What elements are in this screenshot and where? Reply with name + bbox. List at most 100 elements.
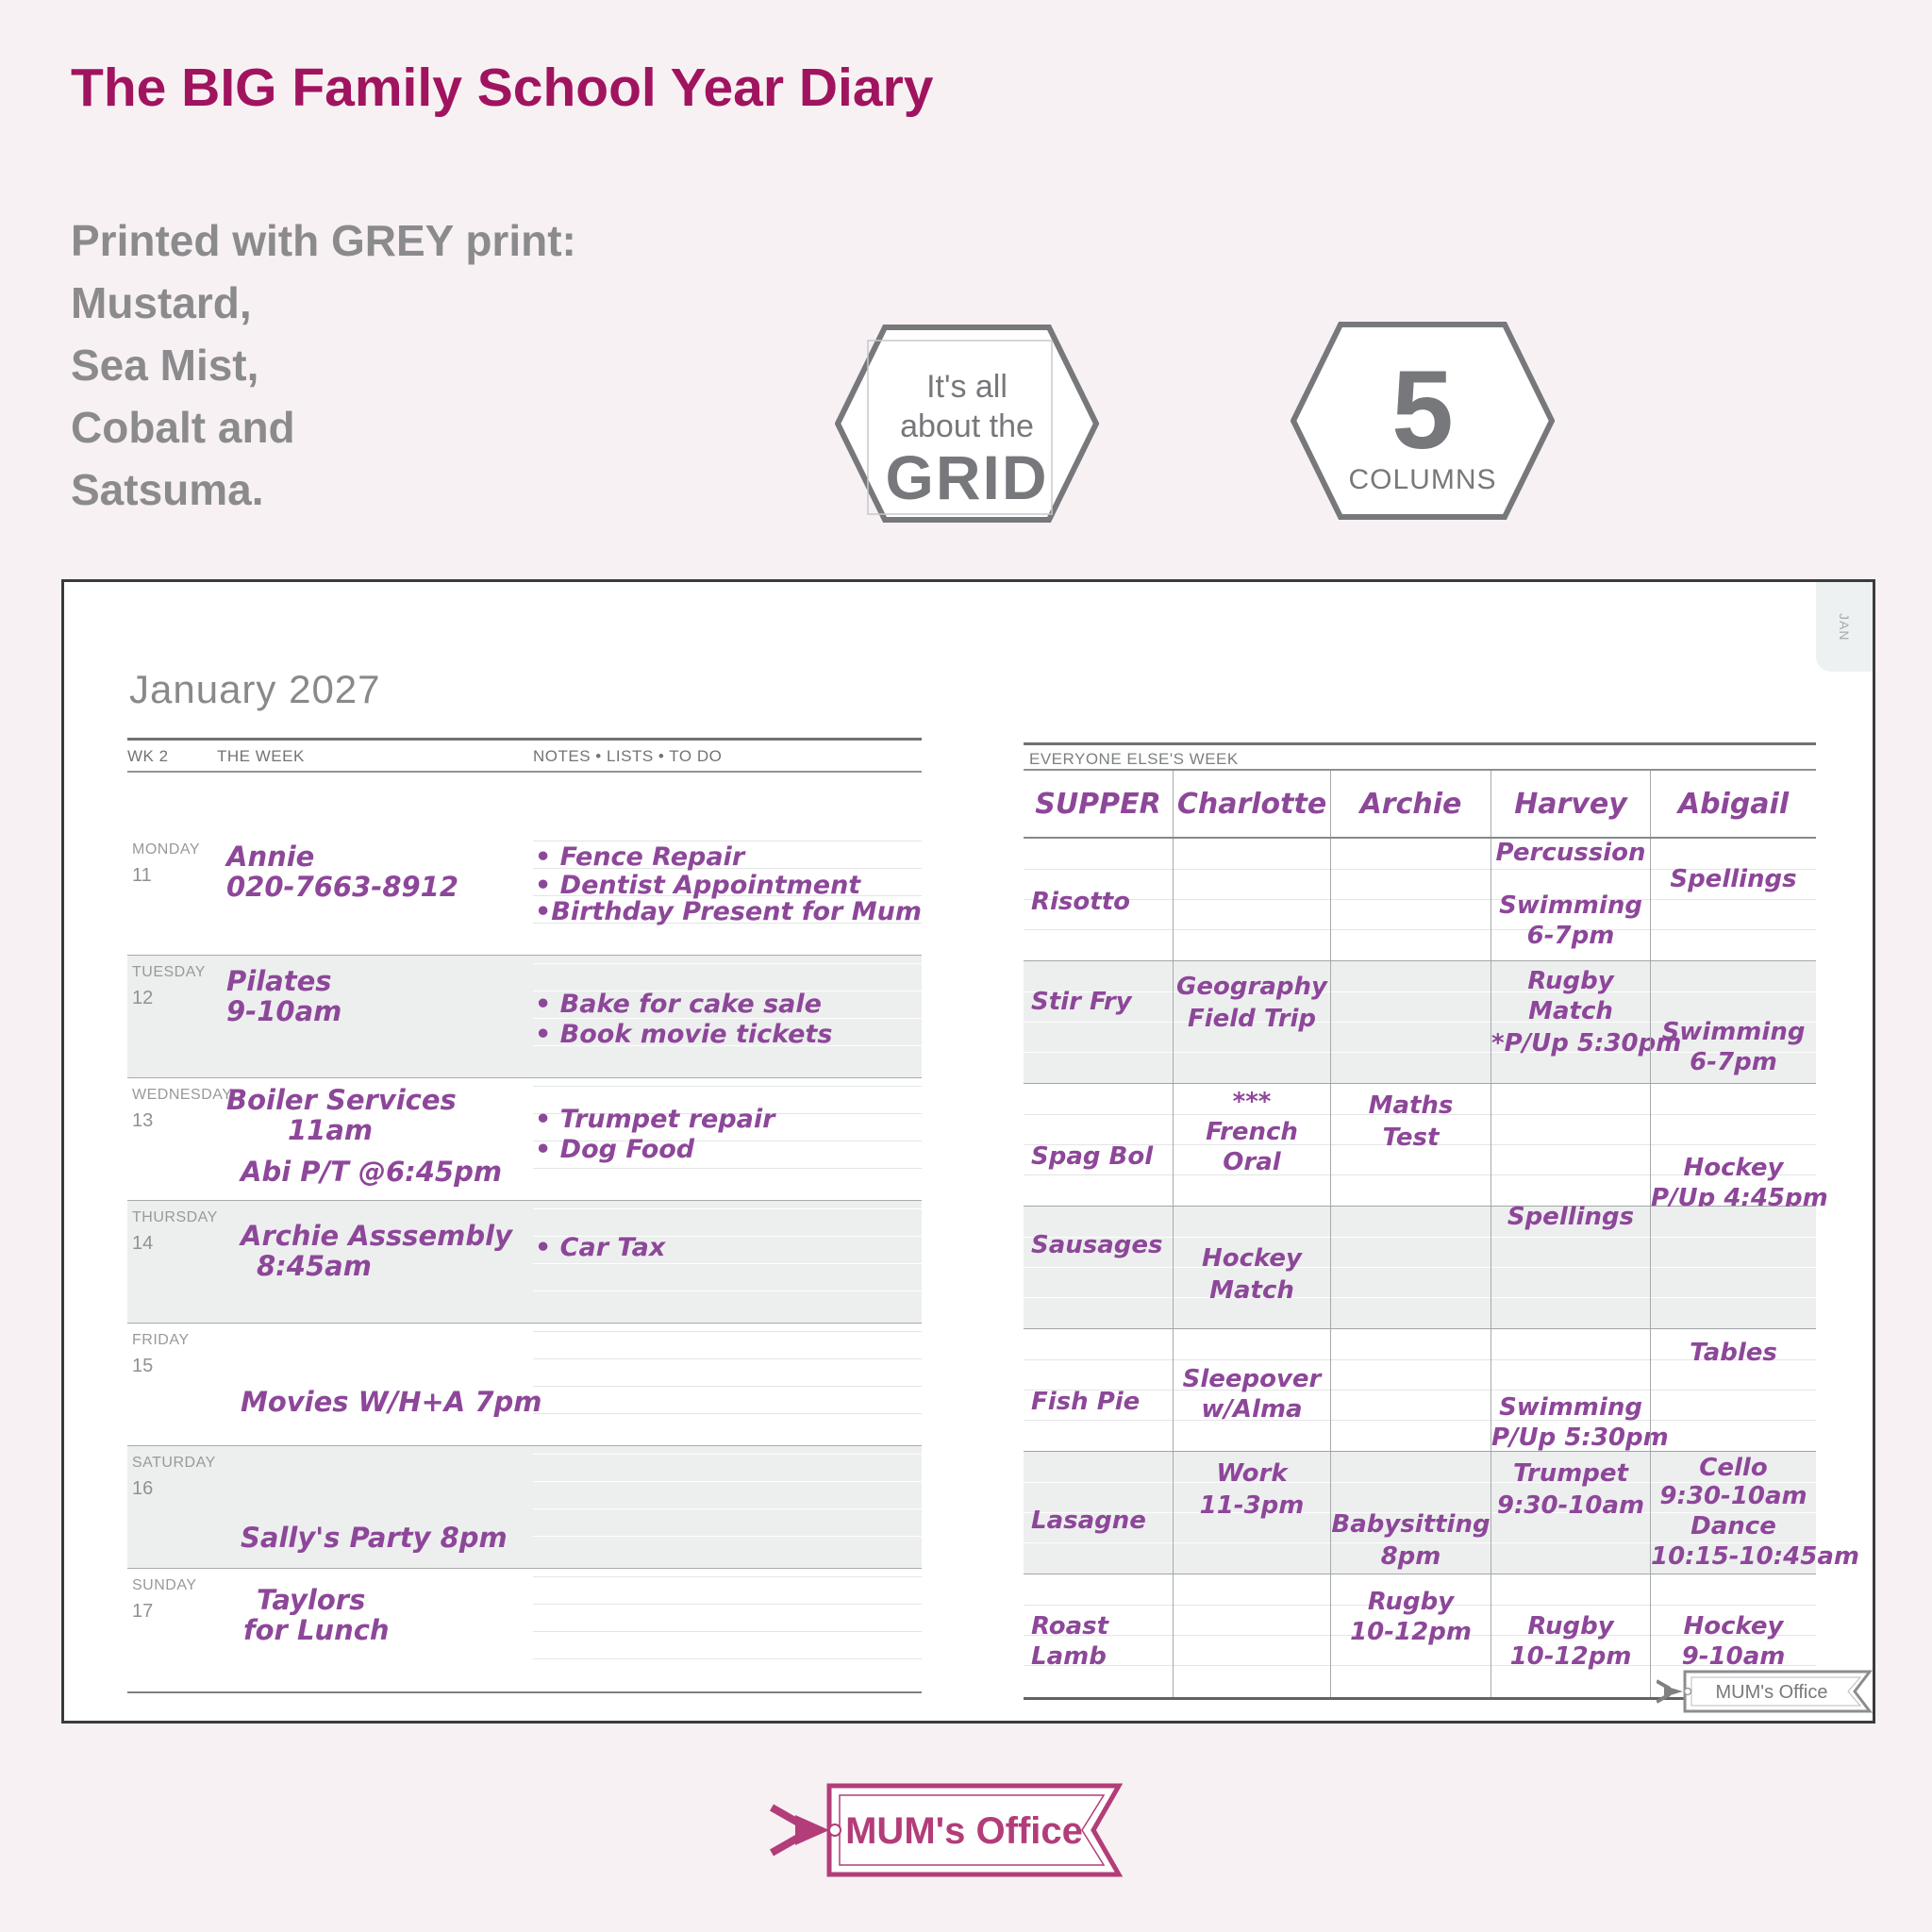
ruled-line xyxy=(533,963,922,964)
description-line: Printed with GREY print: xyxy=(71,216,576,265)
svg-text:about the: about the xyxy=(900,408,1034,444)
family-day-row: Roast Lamb Rugby 10-12pm Rugby 10-12pm Hockey 9… xyxy=(1024,1574,1816,1697)
week-entry: Boiler Services xyxy=(226,1084,457,1116)
family-cell: Stir Fry xyxy=(1024,961,1173,1083)
diary-day-row: SATURDAY 16 Sally's Party 8pm xyxy=(127,1446,922,1569)
family-cell xyxy=(1330,1329,1491,1451)
family-cell-entry: Rugby xyxy=(1527,967,1614,995)
family-column-header: Archie xyxy=(1330,771,1491,837)
ruled-line xyxy=(533,1358,922,1359)
family-cell-entry: Stir Fry xyxy=(1031,988,1132,1016)
ruled-line xyxy=(533,1508,922,1509)
family-cell: Sausages xyxy=(1024,1207,1173,1328)
family-column-header: Harvey xyxy=(1491,771,1650,837)
week-entry: for Lunch xyxy=(243,1614,390,1646)
family-cell-entry: Sleepover xyxy=(1182,1365,1322,1393)
family-cell-entry: Risotto xyxy=(1031,888,1130,916)
family-cell-entry: 11-3pm xyxy=(1199,1491,1305,1520)
family-cell-entry: Lasagne xyxy=(1031,1507,1146,1535)
family-cell: Spellings xyxy=(1491,1203,1650,1328)
family-table-header: EVERYONE ELSE'S WEEK xyxy=(1029,750,1239,768)
svg-text:MUM's Office: MUM's Office xyxy=(1715,1682,1827,1703)
diary-day-row: THURSDAY 14 Archie Asssembly 8:45am • Car Ta… xyxy=(127,1201,922,1324)
family-day-grid: Spag Bol *** French Oral Maths Test Hockey P/Up… xyxy=(1024,1084,1828,1212)
family-cell-entry: 9-10am xyxy=(1681,1642,1786,1671)
family-cell-entry: 9:30-10am xyxy=(1496,1491,1645,1520)
ruled-line xyxy=(533,1413,922,1414)
family-cell: Hockey Match xyxy=(1173,1207,1330,1328)
family-cell: Swimming P/Up 5:30pm xyxy=(1491,1329,1669,1452)
day-date-label: 16 xyxy=(132,1478,154,1499)
ruled-line xyxy=(533,1481,922,1482)
family-cell: *** French Oral xyxy=(1173,1084,1330,1206)
family-cell: Spellings xyxy=(1650,839,1816,960)
family-cell: Lasagne xyxy=(1024,1452,1173,1574)
month-title: January 2027 xyxy=(129,667,381,711)
family-cell-entry: 6-7pm xyxy=(1690,1048,1777,1076)
week-entry: Taylors xyxy=(257,1584,366,1616)
rule xyxy=(1024,742,1816,745)
svg-text:5: 5 xyxy=(1391,348,1454,473)
family-cell xyxy=(1173,1574,1330,1697)
ruled-line xyxy=(1024,1144,1816,1145)
diary-day-row: MONDAY 11 Annie 020-7663-8912 • Fence Repair… xyxy=(127,833,922,956)
week-table: WK 2 THE WEEK NOTES • LISTS • TO DO MOND… xyxy=(127,738,922,1693)
family-day-grid: Lasagne Work 11-3pm Babysitting 8pm Trumpet 9:… xyxy=(1024,1452,1859,1574)
family-cell xyxy=(1650,1207,1816,1328)
day-name-label: TUESDAY xyxy=(132,964,206,980)
ruled-line xyxy=(533,1658,922,1659)
day-date-label: 14 xyxy=(132,1233,154,1254)
ruled-line xyxy=(1024,1512,1816,1513)
week-entry: Annie xyxy=(226,841,315,873)
day-name-label: WEDNESDAY xyxy=(132,1087,233,1103)
family-day-grid: Stir Fry Geography Field Trip Rugby Match *P/… xyxy=(1024,961,1816,1083)
family-cell-entry: Geography xyxy=(1176,973,1327,1001)
family-cell-entry: Lamb xyxy=(1031,1642,1107,1671)
ruled-line xyxy=(1024,1174,1816,1175)
ruled-line xyxy=(1024,899,1816,900)
family-cell: Hockey P/Up 4:45pm xyxy=(1650,1084,1828,1212)
family-cell: Babysitting 8pm xyxy=(1330,1452,1491,1574)
day-date-label: 15 xyxy=(132,1356,154,1376)
family-cell xyxy=(1330,1207,1491,1328)
grid-square-icon xyxy=(867,340,1053,515)
diary-day-row: FRIDAY 15 Movies W/H+A 7pm xyxy=(127,1324,922,1446)
ruled-line xyxy=(1024,1114,1816,1115)
family-cell: Swimming 6-7pm xyxy=(1650,961,1816,1083)
week-entry: 9-10am xyxy=(226,995,342,1027)
ruled-line xyxy=(1024,1390,1816,1391)
family-cell-entry: Hockey xyxy=(1683,1154,1784,1182)
ruled-line xyxy=(533,895,922,896)
family-column-header: Charlotte xyxy=(1173,771,1330,837)
rule xyxy=(127,738,922,741)
diary-day-row: WEDNESDAY 13 Boiler Services 11am Abi P/T @6… xyxy=(127,1078,922,1201)
family-cell-entry: 10-12pm xyxy=(1350,1618,1472,1646)
description-line: Sea Mist, xyxy=(71,341,259,390)
note-entry: • Trumpet repair xyxy=(535,1105,775,1134)
ruled-line xyxy=(1024,1297,1816,1298)
ruled-line xyxy=(533,1454,922,1455)
family-cell-entry: *P/Up 5:30pm xyxy=(1491,1029,1682,1058)
family-cell xyxy=(1330,961,1491,1083)
family-cell-entry: 8pm xyxy=(1380,1542,1441,1571)
family-cell: Fish Pie xyxy=(1024,1329,1173,1451)
day-date-label: 11 xyxy=(132,865,152,886)
family-day-grid: Risotto Percussion Swimming 6-7pm Spellings xyxy=(1024,839,1816,960)
day-name-label: MONDAY xyxy=(132,841,201,858)
family-cell-entry: Spellings xyxy=(1670,865,1797,893)
family-cell-entry: Hockey xyxy=(1202,1244,1302,1273)
family-cell-entry: Roast xyxy=(1031,1612,1109,1641)
family-cell-entry: Field Trip xyxy=(1187,1005,1317,1033)
family-day-grid: Fish Pie Sleepover w/Alma Swimming P/Up 5:30… xyxy=(1024,1329,1816,1452)
family-cell: Spag Bol xyxy=(1024,1084,1173,1206)
day-name-label: FRIDAY xyxy=(132,1332,190,1348)
week-entry: Archie Asssembly xyxy=(241,1220,513,1252)
family-cell-entry: Swimming xyxy=(1499,891,1642,920)
family-cell-entry: French xyxy=(1206,1118,1298,1146)
ruled-line xyxy=(533,1386,922,1387)
ruled-line xyxy=(1024,869,1816,870)
family-cell-entry: 6-7pm xyxy=(1526,922,1615,950)
family-cell-entry: w/Alma xyxy=(1201,1395,1303,1424)
svg-text:GRID: GRID xyxy=(886,442,1049,512)
